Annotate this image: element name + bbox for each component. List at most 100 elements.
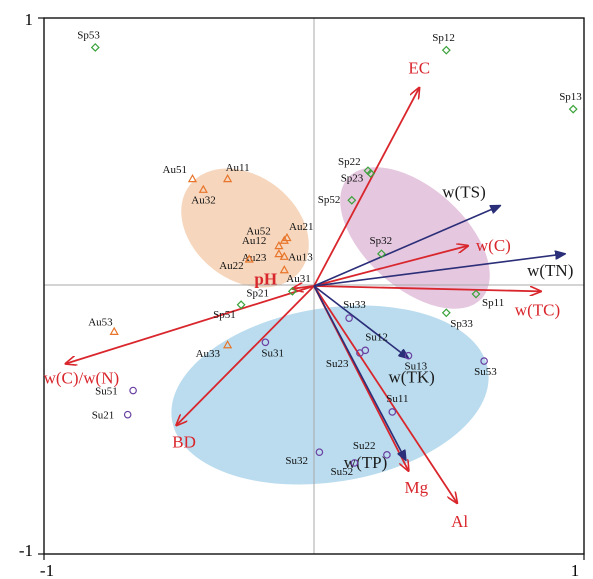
point-label-sp12: Sp12 [432,32,455,44]
vector-label-w-ts: w(TS) [442,183,485,202]
vector-label-ph: pH [254,270,277,289]
point-label-au32: Au32 [191,195,215,207]
point-sp32 [377,249,386,259]
point-label-su13: Su13 [405,361,428,373]
point-label-au23: Au23 [242,252,267,264]
point-label-su51: Su51 [95,386,118,398]
point-label-su23: Su23 [326,358,349,370]
point-su32 [315,448,324,456]
point-sp23 [366,168,376,178]
point-label-au52: Au52 [246,225,270,237]
point-su13 [404,351,413,360]
point-label-su52: Su52 [331,466,354,478]
point-sp21 [287,286,297,296]
point-label-au21: Au21 [289,221,313,233]
x-tick-label-min: -1 [40,561,54,579]
point-au51 [187,173,198,183]
point-au12 [274,240,284,250]
vector-label-w-c-w-n: w(C)/w(N) [44,369,120,388]
point-su11 [388,408,397,416]
point-label-su11: Su11 [386,393,408,405]
point-su31 [261,338,270,347]
vector-w-c-w-n [66,285,315,364]
axis-ticks [38,17,585,560]
point-label-au53: Au53 [88,317,113,329]
point-label-su31: Su31 [261,347,284,359]
vector-w-c [313,246,468,287]
vector-w-ts [313,206,500,287]
vector-label-al: Al [451,512,468,531]
point-su51 [129,386,137,395]
vector-w-tn [313,254,565,287]
point-au11 [222,173,233,183]
vector-label-w-tn: w(TN) [527,261,573,280]
point-label-sp33: Sp33 [450,318,473,330]
point-sp33 [441,308,451,318]
point-sp13 [568,104,578,114]
point-label-sp11: Sp11 [482,297,504,309]
point-sp53 [90,43,100,52]
point-label-sp21: Sp21 [246,287,269,299]
autumn-ellipse [181,168,309,288]
point-sp12 [441,45,451,55]
point-sp51 [236,300,246,310]
vector-label-w-tk: w(TK) [389,367,435,386]
point-label-su53: Su53 [474,366,497,378]
vector-ph [292,286,315,289]
point-su33 [345,314,353,322]
point-label-su12: Su12 [365,331,388,343]
vector-w-tc [313,285,541,291]
point-label-au13: Au13 [288,252,313,264]
vector-label-w-c: w(C) [476,236,511,255]
vector-w-tk [313,285,409,358]
biplot-vectors: EC w(C) w(TC) w(C)/w(N) BD Mg Al pH w(TS) w(TN) w(… [44,59,574,531]
vector-al [313,285,457,503]
point-label-sp32: Sp32 [370,235,393,247]
point-sp11 [471,289,481,299]
vector-bd [176,285,315,425]
point-label-sp13: Sp13 [559,91,582,103]
point-au31 [279,265,289,274]
y-tick-label-min: -1 [19,541,33,560]
vector-label-w-tp: w(TP) [344,453,387,472]
point-su21 [123,410,132,419]
point-su52 [350,459,359,467]
point-au22 [244,254,254,263]
point-au21 [282,232,292,242]
vector-label-bd: BD [172,432,196,451]
point-label-su22: Su22 [353,440,376,452]
point-au53 [109,326,119,335]
spring-ellipse [340,167,490,309]
point-sp52 [347,195,357,205]
point-au32 [198,184,208,193]
point-label-sp52: Sp52 [318,194,341,206]
x-tick-label-max: 1 [571,561,580,579]
point-label-su32: Su32 [285,455,308,467]
point-label-au22: Au22 [219,260,243,272]
point-au33 [222,340,233,349]
point-au13 [279,251,289,260]
point-au23 [274,249,284,258]
vector-label-ec: EC [408,59,430,78]
point-label-su33: Su33 [343,299,366,311]
vector-w-tp [313,285,406,460]
point-su23 [356,349,364,357]
point-label-au12: Au12 [242,235,266,247]
point-label-au33: Au33 [196,348,221,360]
vector-ec [313,88,419,287]
vector-label-w-tc: w(TC) [515,300,560,319]
point-label-sp53: Sp53 [77,29,100,41]
point-su22 [383,451,391,459]
vector-label-mg: Mg [405,478,429,497]
point-label-au31: Au31 [286,273,310,285]
point-su53 [480,357,488,365]
y-tick-label-max: 1 [25,10,34,29]
point-label-au51: Au51 [163,164,187,176]
plot-frame [43,17,585,555]
point-label-au11: Au11 [226,162,250,174]
point-label-sp23: Sp23 [341,172,364,184]
point-label-sp51: Sp51 [213,309,236,321]
point-label-su21: Su21 [92,410,115,422]
